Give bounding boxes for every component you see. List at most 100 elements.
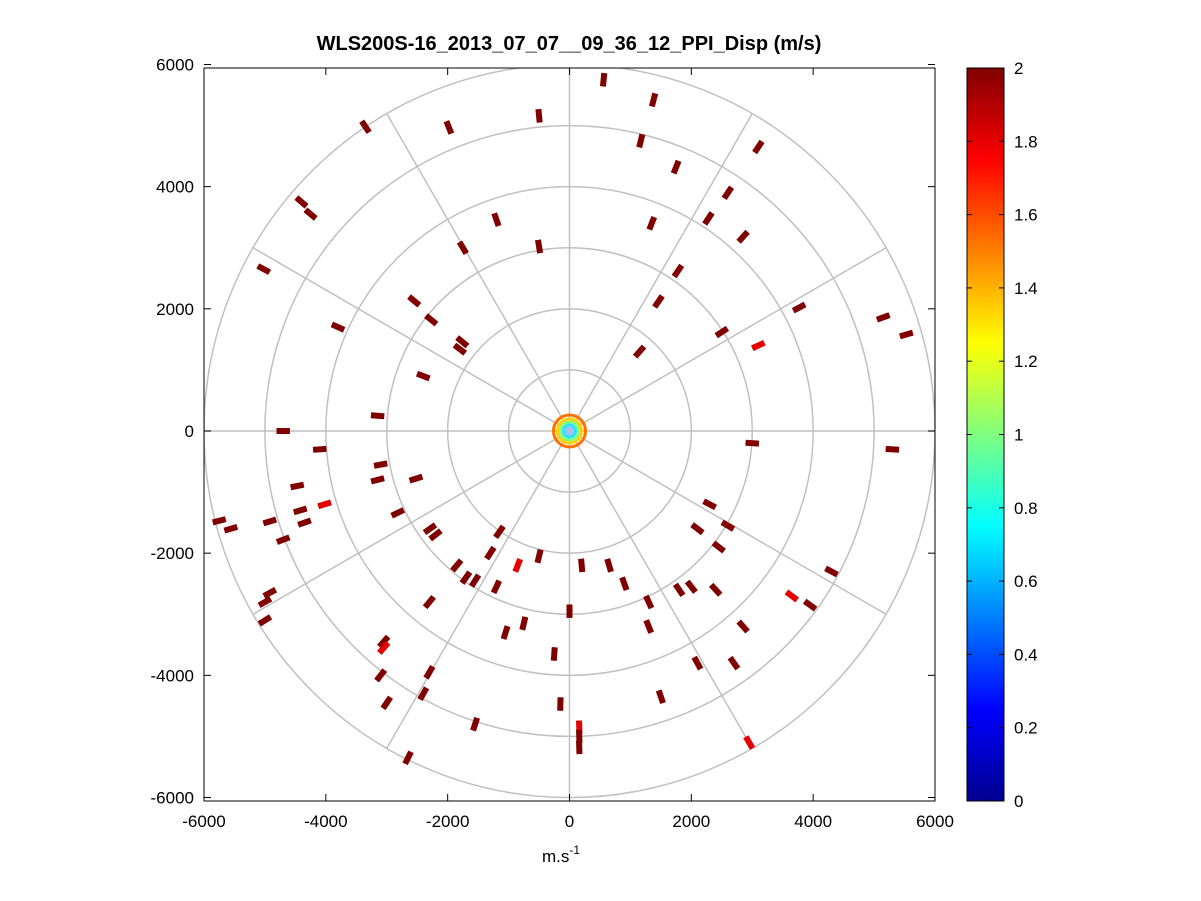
data-point: [802, 598, 818, 612]
x-tick-label: -2000: [426, 812, 469, 831]
data-point: [450, 558, 464, 573]
y-tick-label: -6000: [151, 789, 194, 808]
center-ring: [552, 413, 587, 449]
colorbar-ticks: 0 0.2 0.4 0.6 0.8 1 1.2 1.4 1.6 1.8 2: [967, 59, 1038, 811]
x-tick-label: -4000: [304, 812, 347, 831]
data-point: [415, 370, 431, 382]
data-point: [619, 576, 630, 592]
data-point: [490, 579, 502, 595]
data-point: [370, 412, 385, 420]
data-point: [417, 686, 430, 701]
data-point: [455, 335, 470, 349]
data-point: [317, 499, 332, 510]
data-point: [604, 558, 614, 573]
data-point: [312, 445, 327, 453]
data-point: [791, 301, 807, 314]
x-tick-label: -6000: [182, 812, 225, 831]
radial-spoke: [252, 247, 570, 432]
data-point: [750, 339, 766, 351]
data-point: [290, 481, 305, 491]
data-point: [646, 215, 657, 231]
data-point: [512, 558, 523, 573]
data-point: [294, 195, 309, 209]
x-tick-label: 0: [565, 812, 574, 831]
center-near-range-data: [552, 413, 587, 449]
data-point: [691, 655, 704, 671]
center-ring: [562, 423, 577, 439]
data-point: [422, 594, 436, 610]
data-point: [470, 716, 480, 732]
y-tick-label: 4000: [156, 178, 194, 197]
data-point: [359, 119, 372, 135]
data-point: [655, 689, 666, 705]
colorbar-tick-label: 0.2: [1014, 719, 1038, 738]
data-point: [223, 523, 239, 534]
radial-spoke: [569, 247, 887, 432]
colorbar-tick-label: 0.6: [1014, 572, 1038, 591]
data-point: [390, 507, 406, 519]
data-point: [671, 263, 685, 279]
data-point: [736, 229, 750, 244]
data-point: [380, 695, 393, 711]
colorbar-tick-label: 1: [1014, 426, 1023, 445]
data-point: [330, 321, 346, 333]
radial-spoke: [568, 113, 753, 432]
data-point: [702, 498, 717, 511]
data-point: [720, 519, 736, 532]
data-point: [422, 522, 438, 536]
data-point: [459, 570, 473, 585]
y-tick-label: -2000: [151, 544, 194, 563]
data-point: [636, 133, 646, 149]
data-point: [727, 655, 741, 671]
y-tick-label: 6000: [156, 56, 194, 75]
radial-spoke: [252, 430, 570, 615]
data-point: [535, 108, 543, 123]
data-point: [649, 92, 659, 108]
data-point: [690, 522, 705, 536]
x-tick-label: 2000: [672, 812, 710, 831]
data-point: [708, 582, 723, 597]
data-point: [370, 475, 385, 485]
data-point: [599, 72, 608, 87]
radial-spoke: [386, 430, 571, 749]
data-point: [743, 735, 756, 750]
data-point: [534, 548, 544, 564]
data-point: [899, 329, 914, 340]
y-tick-label: 2000: [156, 300, 194, 319]
data-point: [484, 545, 497, 561]
data-point: [721, 185, 735, 201]
radial-spoke: [386, 113, 571, 432]
data-point: [752, 139, 765, 155]
data-point: [519, 616, 529, 631]
data-point: [875, 312, 891, 323]
data-point: [670, 159, 682, 175]
y-tick-label: 0: [185, 422, 194, 441]
center-ring: [556, 417, 583, 445]
data-point: [408, 473, 424, 484]
data-point: [672, 582, 686, 598]
data-point: [262, 516, 278, 527]
colorbar: [966, 67, 1005, 802]
data-point: [303, 207, 318, 221]
y-axis-ticks: 6000 4000 2000 0 -2000 -4000 -6000: [151, 56, 935, 808]
data-point: [643, 619, 654, 634]
colorbar-tick-label: 1.4: [1014, 279, 1038, 298]
x-tick-label: 4000: [794, 812, 832, 831]
colorbar-tick-label: 1.8: [1014, 132, 1038, 151]
data-point: [424, 313, 439, 327]
data-point: [423, 664, 436, 680]
data-point: [578, 558, 586, 573]
data-point: [534, 239, 544, 254]
data-points: [211, 72, 914, 766]
data-point: [377, 634, 391, 649]
data-point: [428, 528, 443, 542]
data-point: [374, 668, 388, 683]
colorbar-tick-label: 0.8: [1014, 499, 1038, 518]
y-tick-label: -4000: [151, 666, 194, 685]
data-point: [702, 211, 715, 226]
center-ring: [565, 426, 574, 436]
data-point: [256, 263, 272, 275]
data-point: [452, 342, 468, 356]
center-ring: [559, 420, 580, 442]
